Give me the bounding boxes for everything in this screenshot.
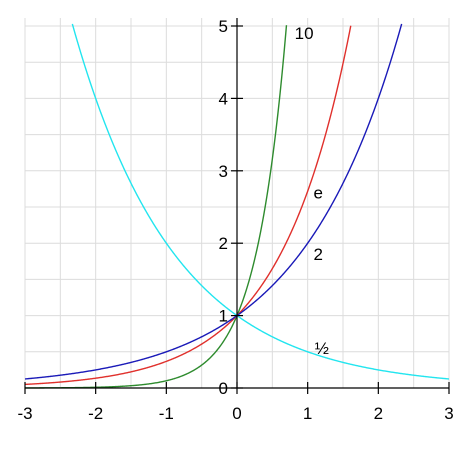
curve-label: ½ (315, 339, 329, 358)
curve-labels: 10 e 2 ½ (295, 24, 329, 358)
y-tick-label: 1 (219, 307, 228, 326)
x-tick-label: 2 (374, 404, 383, 423)
ticks: -3 -2 -1 0 1 2 3 0 1 2 3 4 5 (17, 17, 453, 423)
axes (25, 18, 449, 389)
x-tick-label: -3 (17, 404, 32, 423)
curve-label: 10 (295, 24, 314, 43)
y-tick-label: 4 (219, 89, 228, 108)
y-tick-label: 0 (219, 379, 228, 398)
y-tick-label: 2 (219, 234, 228, 253)
curve-label: e (314, 184, 323, 203)
x-tick-label: 0 (232, 404, 241, 423)
y-tick-label: 3 (219, 162, 228, 181)
series-line-2 (24, 23, 403, 380)
curve-label: 2 (314, 245, 323, 264)
series-line-half (71, 23, 450, 380)
x-tick-label: -2 (88, 404, 103, 423)
y-tick-label: 5 (219, 17, 228, 36)
x-tick-label: 1 (303, 404, 312, 423)
x-tick-label: -1 (159, 404, 174, 423)
x-tick-label: 3 (444, 404, 453, 423)
series-line-e (24, 25, 352, 386)
